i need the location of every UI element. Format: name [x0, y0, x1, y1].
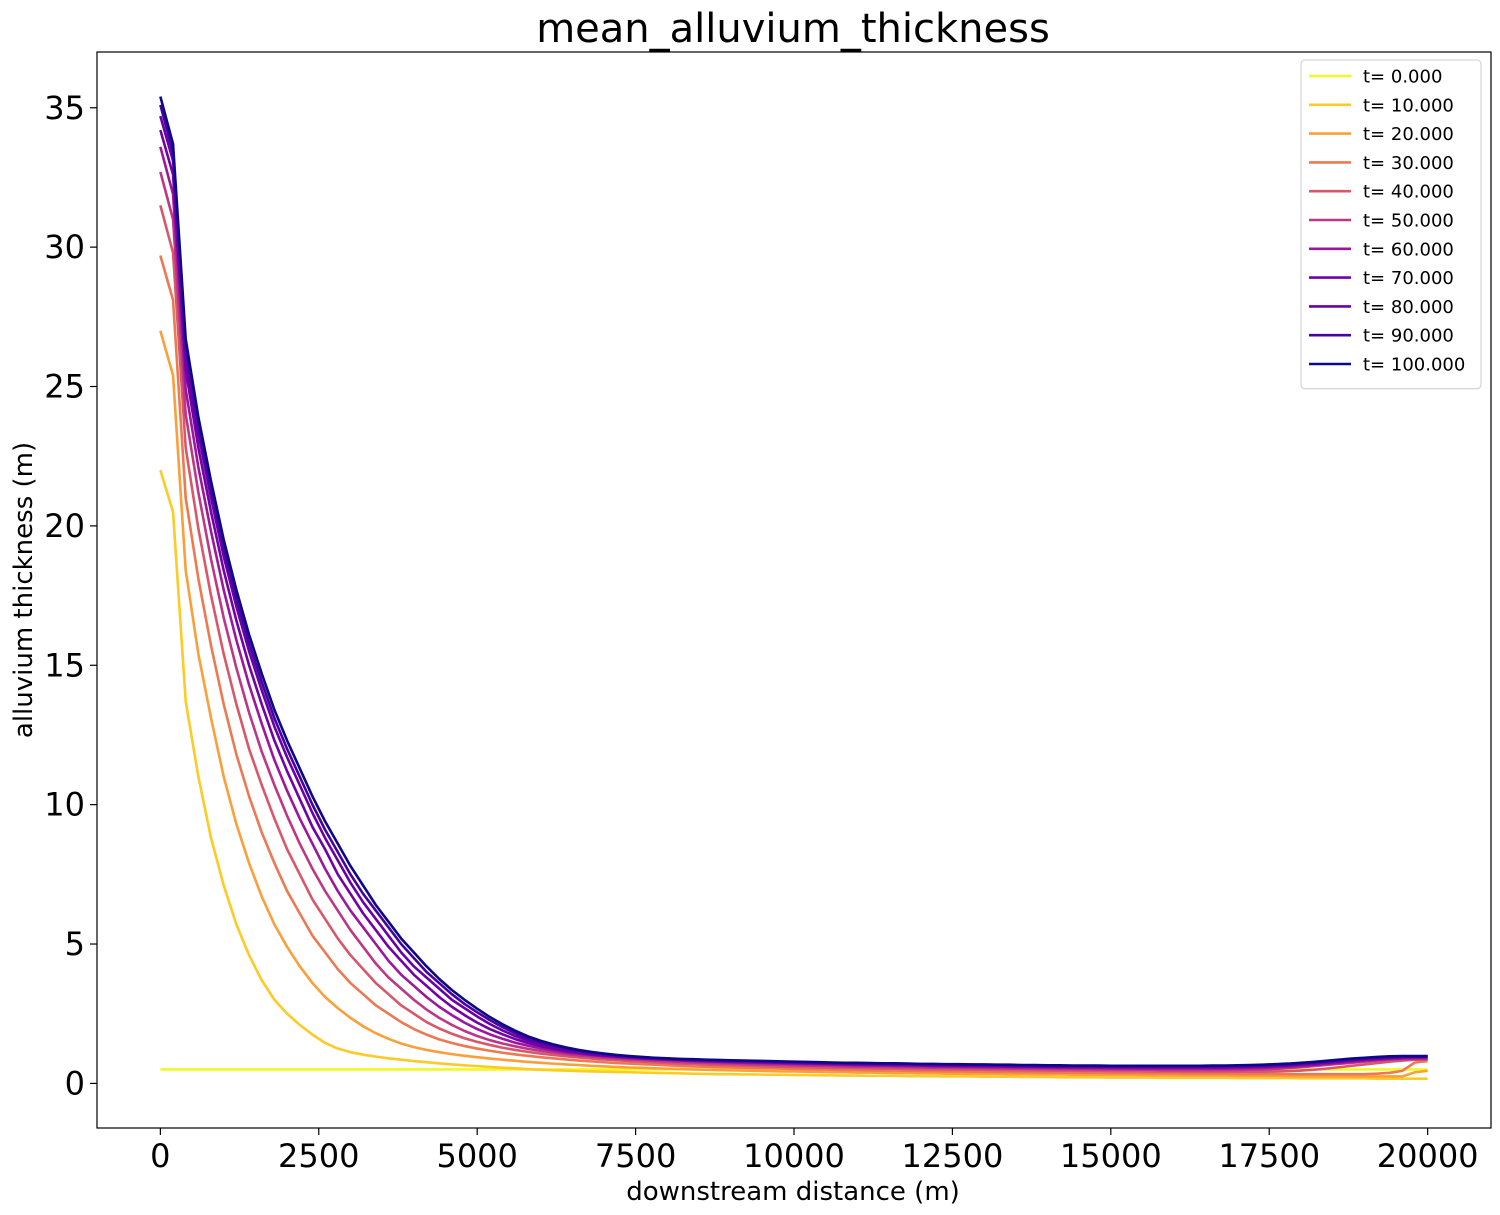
y-tick-label: 35: [44, 89, 85, 127]
legend-entry-label: t= 60.000: [1363, 239, 1454, 260]
y-tick-label: 5: [65, 925, 85, 963]
series-line-4: [159, 204, 1428, 1073]
x-tick-label: 17500: [1218, 1137, 1320, 1175]
x-tick-label: 10000: [743, 1137, 845, 1175]
y-axis: 0 5 10 15 20 25 30 35: [44, 89, 97, 1102]
legend-entry-label: t= 80.000: [1363, 297, 1454, 318]
y-tick-label: 10: [44, 786, 85, 824]
y-tick-label: 25: [44, 368, 85, 406]
series-layer: [159, 96, 1428, 1080]
x-tick-label: 7500: [595, 1137, 676, 1175]
x-tick-label: 20000: [1377, 1137, 1479, 1175]
series-line-10: [159, 96, 1428, 1068]
x-axis: 0 2500 5000 7500 10000 12500 15000 17500 20000: [150, 1128, 1479, 1175]
y-tick-label: 30: [44, 228, 85, 266]
x-axis-label: downstream distance (m): [626, 1177, 960, 1207]
x-tick-label: 15000: [1060, 1137, 1162, 1175]
legend-entry-label: t= 100.000: [1363, 355, 1465, 376]
legend-entry-label: t= 40.000: [1363, 182, 1454, 203]
legend-entry-label: t= 0.000: [1363, 67, 1442, 88]
y-axis-label: alluvium thickness (m): [9, 442, 39, 738]
series-line-2: [159, 330, 1428, 1078]
legend-entry-label: t= 90.000: [1363, 326, 1454, 347]
chart-title: mean_alluvium_thickness: [536, 6, 1050, 52]
legend-entry-label: t= 10.000: [1363, 95, 1454, 116]
y-tick-label: 15: [44, 646, 85, 684]
x-tick-label: 12500: [902, 1137, 1004, 1175]
legend-entry-label: t= 30.000: [1363, 153, 1454, 174]
x-tick-label: 5000: [436, 1137, 517, 1175]
x-tick-label: 0: [150, 1137, 170, 1175]
series-line-3: [159, 255, 1428, 1076]
plot-area: [159, 96, 1428, 1080]
legend-entry-label: t= 20.000: [1363, 124, 1454, 145]
legend-entry-label: t= 50.000: [1363, 211, 1454, 232]
series-line-5: [159, 171, 1428, 1072]
legend: t= 0.000 t= 10.000 t= 20.000 t= 30.000 t= 40…: [1300, 59, 1482, 390]
y-tick-label: 20: [44, 507, 85, 545]
legend-entry-label: t= 70.000: [1363, 268, 1454, 289]
x-tick-label: 2500: [278, 1137, 359, 1175]
series-line-1: [159, 469, 1428, 1080]
y-tick-label: 0: [65, 1064, 85, 1102]
